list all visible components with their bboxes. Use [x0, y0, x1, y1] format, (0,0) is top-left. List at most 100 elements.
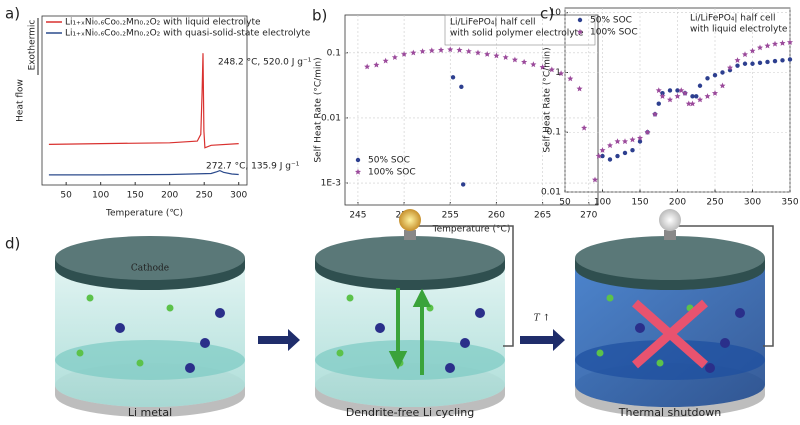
- panel-label: c): [540, 5, 554, 23]
- ion: [606, 294, 614, 302]
- li-metal: [55, 340, 245, 380]
- x-tick-label: 150: [127, 191, 144, 201]
- trigger-label: T ↑: [534, 314, 550, 324]
- panel-label: b): [312, 7, 327, 25]
- cathode-label: Cathode: [131, 264, 169, 274]
- x-tick-label: 245: [349, 211, 366, 221]
- star-marker: [428, 47, 435, 54]
- x-axis-label: Temperature (℃): [105, 209, 183, 219]
- x-tick-label: 250: [196, 191, 213, 201]
- circle-marker: [622, 150, 628, 156]
- star-marker: [548, 66, 555, 73]
- li-metal: [575, 340, 765, 380]
- circle-marker: [690, 94, 695, 99]
- y-tick-label: 0.01: [321, 113, 341, 123]
- star-marker: [484, 51, 491, 57]
- cathode-top: [575, 236, 765, 280]
- arrow-down: [388, 288, 408, 370]
- star-marker: [364, 63, 371, 70]
- ion: [76, 349, 84, 357]
- star-marker: [712, 90, 718, 96]
- star-marker: [674, 93, 681, 99]
- annotation: 248.2 °C, 520.0 J g⁻¹: [218, 58, 312, 68]
- circle-marker: [765, 59, 770, 65]
- x-tick-label: 350: [781, 198, 798, 208]
- cell: [575, 209, 774, 417]
- circle-marker: [459, 84, 464, 90]
- legend-label: 100% SOC: [590, 28, 638, 38]
- circle-marker: [694, 94, 699, 99]
- star-marker: [607, 142, 613, 149]
- y-tick-label: 10: [550, 8, 562, 18]
- star-marker: [539, 64, 546, 70]
- star-marker: [373, 61, 380, 68]
- circle-marker: [742, 61, 748, 66]
- note: Li/LiFePO₄| half cell: [690, 14, 776, 24]
- x-tick-label: 300: [744, 198, 761, 208]
- x-tick-label: 270: [580, 211, 597, 221]
- circle-marker: [637, 139, 643, 144]
- y-axis-label: Self Heat Rate (°C/min): [543, 47, 553, 152]
- ion: [635, 323, 645, 333]
- ion: [375, 323, 385, 333]
- circle-marker: [355, 157, 361, 163]
- plot-frame: [41, 15, 248, 186]
- star-marker: [689, 100, 696, 107]
- star-marker: [764, 42, 771, 49]
- legend-label: 100% SOC: [368, 168, 416, 178]
- ion: [656, 359, 664, 367]
- star-marker: [614, 138, 621, 145]
- ion: [166, 304, 174, 312]
- bulb-base: [664, 230, 676, 240]
- bulb: [659, 209, 681, 231]
- star-marker: [502, 54, 509, 60]
- star-marker: [581, 124, 588, 131]
- legend-label: 50% SOC: [590, 16, 632, 26]
- star-marker: [697, 96, 703, 103]
- star-marker: [727, 64, 733, 71]
- ion: [346, 294, 354, 302]
- note: Li/LiFePO₄| half cell: [450, 18, 536, 28]
- star-marker: [749, 47, 756, 54]
- star-marker: [742, 51, 748, 58]
- cell: [55, 236, 245, 417]
- series-line: [48, 169, 239, 176]
- circle-marker: [667, 88, 673, 93]
- star-marker: [410, 49, 417, 56]
- star-marker: [637, 134, 643, 141]
- arrow-up: [412, 288, 432, 375]
- ion: [596, 349, 604, 357]
- star-marker: [599, 147, 606, 153]
- series-line: [48, 53, 239, 149]
- process-arrow: [258, 329, 300, 351]
- star-marker: [521, 58, 528, 65]
- star-marker: [567, 75, 574, 82]
- cell: [315, 209, 514, 417]
- x-tick-label: 200: [161, 191, 178, 201]
- x-tick-label: 200: [669, 198, 686, 208]
- circle-marker: [450, 75, 456, 80]
- y-axis-label: Heat flow: [16, 79, 26, 122]
- star-marker: [779, 39, 786, 46]
- star-marker: [659, 93, 666, 99]
- star-marker: [734, 57, 741, 63]
- x-tick-label: 255: [442, 211, 459, 221]
- x-tick-label: 150: [631, 198, 648, 208]
- star-marker: [682, 90, 688, 96]
- note: with solid polymer electrolyte: [450, 29, 584, 39]
- annotation: 272.7 °C, 135.9 J g⁻¹: [206, 162, 300, 172]
- circle-marker: [630, 148, 635, 153]
- stage-caption: Li metal: [128, 406, 172, 419]
- star-marker: [678, 87, 685, 94]
- ion: [185, 363, 195, 373]
- circle-marker: [787, 57, 793, 62]
- circle-marker: [705, 76, 710, 81]
- star-marker: [704, 93, 711, 99]
- ion: [460, 338, 470, 348]
- circle-marker: [675, 88, 680, 93]
- star-marker: [355, 168, 361, 175]
- circle-marker: [750, 61, 755, 66]
- y-tick-label: 0.01: [541, 188, 561, 198]
- star-marker: [592, 176, 598, 183]
- star-marker: [558, 70, 565, 77]
